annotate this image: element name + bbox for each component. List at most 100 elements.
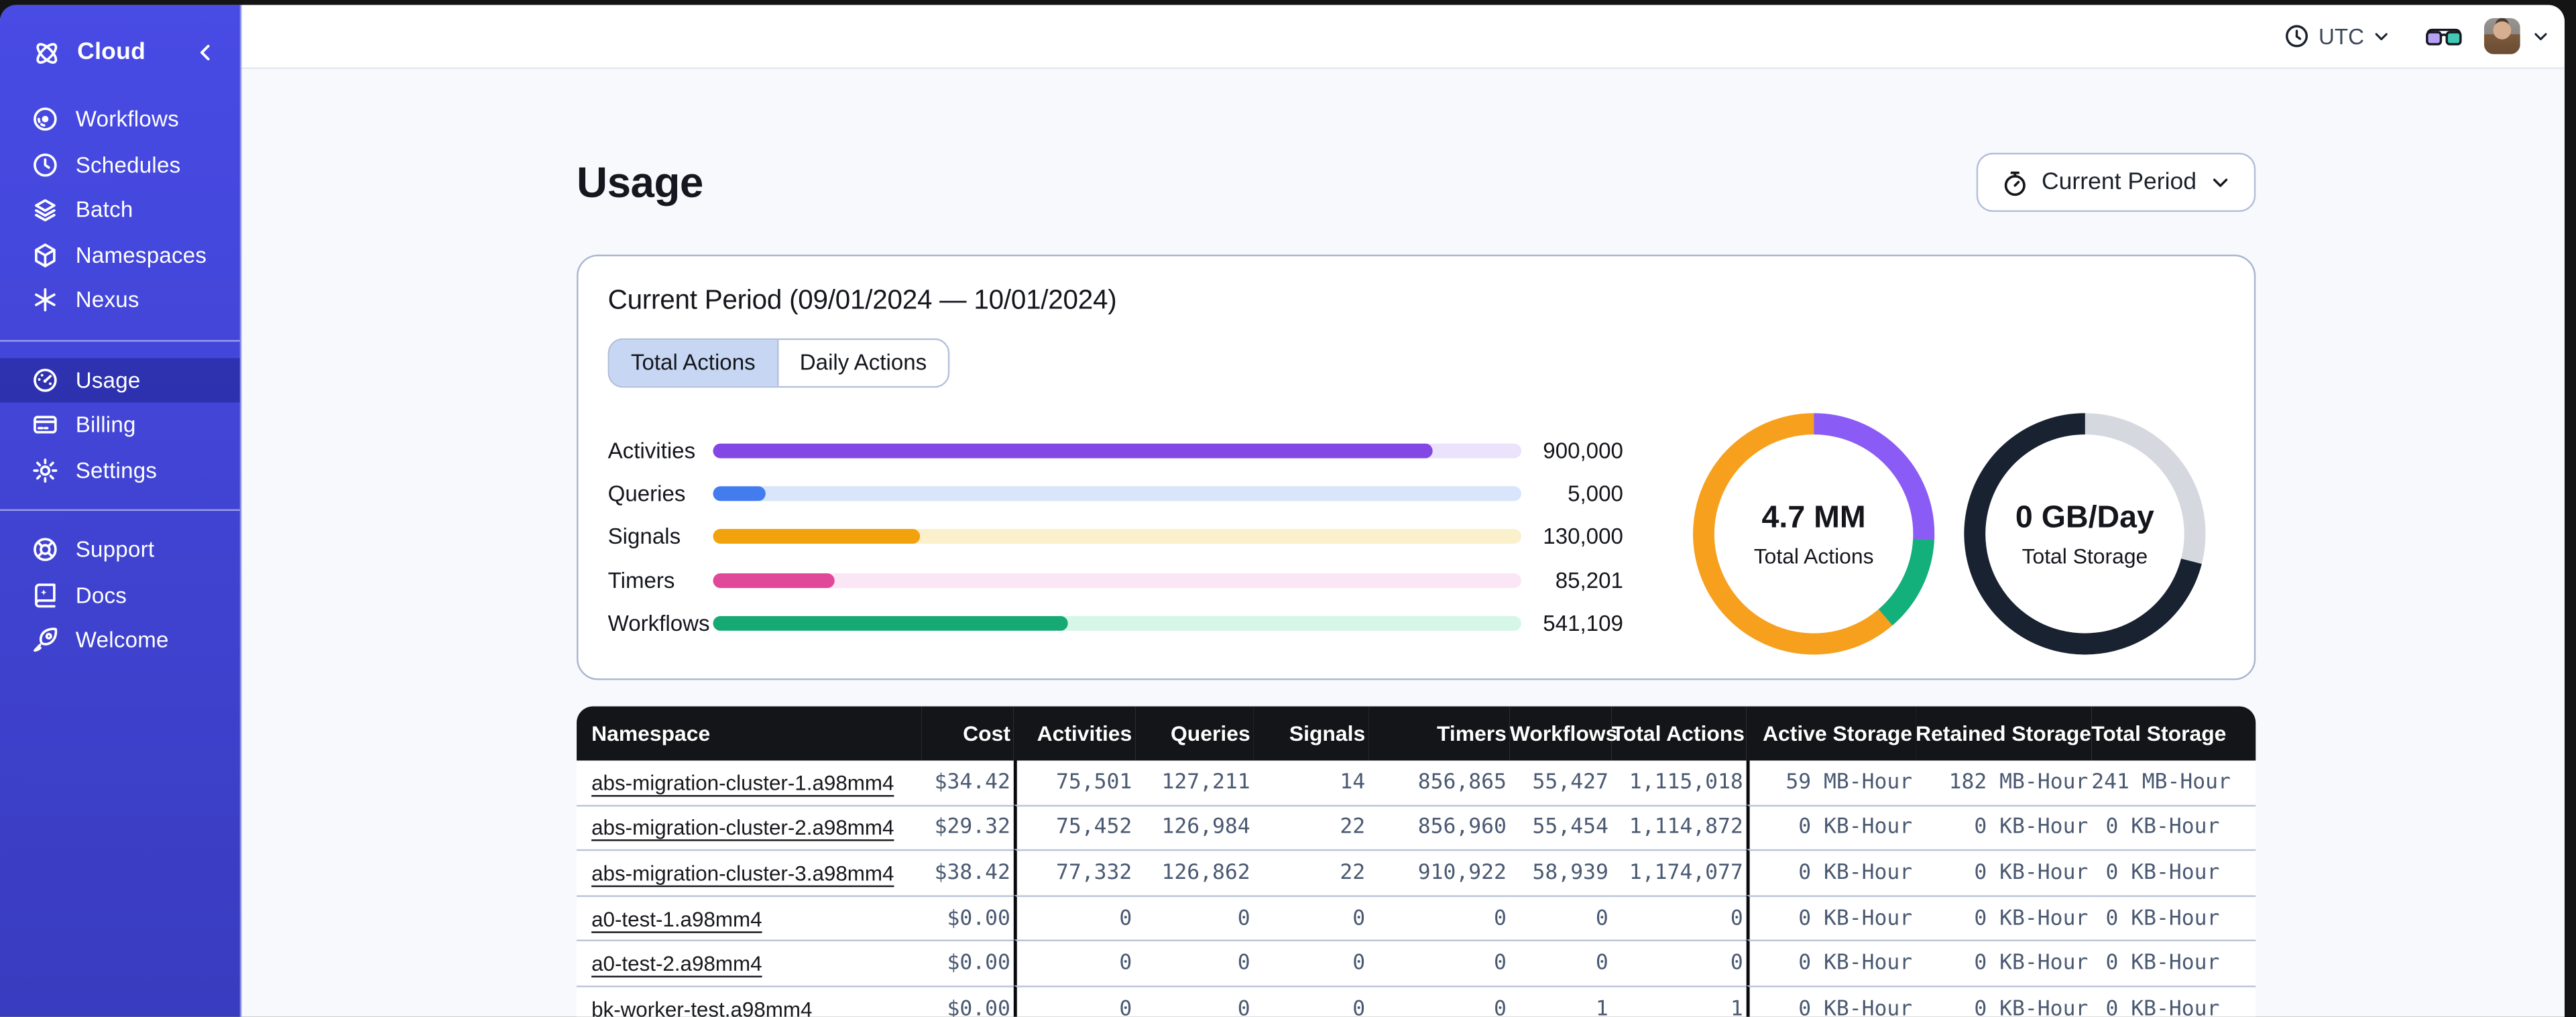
bar-label: Queries: [607, 481, 686, 506]
account-menu-chevron-down-icon[interactable]: [2532, 27, 2550, 45]
column-header-activities[interactable]: Activities: [1013, 706, 1136, 761]
column-header-active-storage[interactable]: Active Storage: [1746, 706, 1916, 761]
period-button-label: Current Period: [2041, 169, 2197, 196]
cell-total-storage: 0 KB-Hour: [2091, 985, 2256, 1017]
cell-namespace[interactable]: abs-migration-cluster-1.a98mm4: [577, 760, 922, 804]
column-header-workflows[interactable]: Workflows: [1509, 706, 1617, 761]
total-storage-value: 0 GB/Day: [2015, 500, 2154, 535]
sidebar-item-batch[interactable]: Batch: [0, 187, 240, 232]
sidebar-collapse-chevron-left-icon[interactable]: [194, 40, 220, 66]
namespace-link[interactable]: abs-migration-cluster-3.a98mm4: [591, 860, 894, 886]
sidebar-item-support[interactable]: Support: [0, 528, 240, 573]
bar-value: 85,201: [1555, 567, 1623, 593]
sidebar-item-nexus[interactable]: Nexus: [0, 278, 240, 322]
total-storage-donut-chart: 0 GB/Day Total Storage: [1963, 412, 2207, 656]
cell-total-actions: 1,114,872: [1611, 804, 1747, 850]
sidebar-item-billing[interactable]: Billing: [0, 402, 240, 447]
cell-cost: $29.32: [921, 804, 1014, 850]
cell-active-storage: 0 KB-Hour: [1746, 940, 1916, 986]
schedules-icon: [32, 151, 60, 179]
bar-label: Timers: [607, 567, 675, 593]
sidebar-item-workflows[interactable]: Workflows: [0, 97, 240, 142]
bar-track: [713, 615, 1521, 631]
sidebar-item-label: Support: [75, 537, 155, 562]
total-actions-donut-chart: 4.7 MM Total Actions: [1692, 412, 1936, 656]
cell-queries: 127,211: [1135, 760, 1254, 804]
tab-daily-actions[interactable]: Daily Actions: [778, 340, 949, 386]
bar-track: [713, 486, 1521, 501]
column-header-total-actions[interactable]: Total Actions: [1611, 706, 1747, 761]
glasses-icon[interactable]: [2425, 25, 2463, 48]
cell-retained-storage: 0 KB-Hour: [1916, 940, 2092, 986]
cell-activities: 75,452: [1013, 804, 1136, 850]
namespace-link[interactable]: a0-test-2.a98mm4: [591, 951, 762, 976]
cell-queries: 0: [1135, 940, 1254, 986]
period-select-button[interactable]: Current Period: [1975, 152, 2256, 213]
cell-timers: 910,922: [1368, 849, 1510, 895]
sidebar-item-label: Batch: [75, 197, 133, 223]
actions-bar-chart: Activities 900,000 Queries 5,000 Signals 130,…: [608, 429, 1623, 645]
cell-total-storage: 0 KB-Hour: [2091, 849, 2256, 895]
cell-namespace[interactable]: abs-migration-cluster-3.a98mm4: [577, 849, 922, 895]
cell-retained-storage: 182 MB-Hour: [1916, 760, 2092, 804]
column-header-signals[interactable]: Signals: [1253, 706, 1369, 761]
cell-total-actions: 0: [1611, 940, 1747, 986]
cell-activities: 75,501: [1013, 760, 1136, 804]
namespace-link[interactable]: a0-test-1.a98mm4: [591, 906, 762, 931]
cell-total-actions: 1: [1611, 985, 1747, 1017]
sidebar-item-label: Schedules: [75, 152, 181, 178]
column-header-cost[interactable]: Cost: [921, 706, 1014, 761]
namespace-usage-table: Namespace Cost Activities Queries Signals Tim…: [577, 706, 2256, 1017]
avatar[interactable]: [2483, 17, 2520, 54]
actions-tab-group: Total Actions Daily Actions: [607, 338, 950, 388]
column-header-namespace[interactable]: Namespace: [577, 706, 922, 761]
cell-signals: 0: [1253, 940, 1369, 986]
timezone-selector[interactable]: UTC: [2284, 23, 2391, 49]
column-header-timers[interactable]: Timers: [1368, 706, 1510, 761]
bar-track: [713, 573, 1521, 588]
namespace-link[interactable]: bk-worker-test.a98mm4: [591, 996, 813, 1017]
sidebar-item-schedules[interactable]: Schedules: [0, 142, 240, 187]
cell-namespace[interactable]: a0-test-1.a98mm4: [577, 894, 922, 941]
cell-namespace[interactable]: a0-test-2.a98mm4: [577, 940, 922, 986]
cell-active-storage: 0 KB-Hour: [1746, 985, 1916, 1017]
bar-row-signals: Signals 130,000: [608, 515, 1623, 558]
cell-cost: $0.00: [921, 894, 1014, 941]
bar-fill: [713, 486, 766, 501]
sidebar-item-docs[interactable]: Docs: [0, 573, 240, 617]
bar-fill: [713, 529, 921, 544]
cell-total-storage: 0 KB-Hour: [2091, 804, 2256, 850]
sidebar-item-welcome[interactable]: Welcome: [0, 617, 240, 662]
sidebar: Cloud Workflows Schedules Batch Namespaces N…: [0, 5, 242, 1017]
bar-fill: [713, 573, 835, 588]
cell-workflows: 55,427: [1509, 760, 1612, 804]
cell-signals: 22: [1253, 849, 1369, 895]
total-actions-label: Total Actions: [1753, 542, 1874, 568]
main-content: Usage Current Period Current Period (09/…: [239, 67, 2565, 1017]
cell-total-actions: 1,174,077: [1611, 849, 1747, 895]
sidebar-item-usage[interactable]: Usage: [0, 357, 240, 403]
cell-namespace[interactable]: abs-migration-cluster-2.a98mm4: [577, 804, 922, 850]
namespace-link[interactable]: abs-migration-cluster-2.a98mm4: [591, 815, 894, 841]
column-header-total-storage[interactable]: Total Storage: [2091, 706, 2256, 761]
sidebar-item-settings[interactable]: Settings: [0, 448, 240, 493]
table-row: bk-worker-test.a98mm4 $0.00 0 0 0 0 1 1 0 KB-Hou…: [577, 985, 2256, 1017]
namespace-link[interactable]: abs-migration-cluster-1.a98mm4: [591, 770, 894, 795]
app-window: UTC: [0, 5, 2565, 1017]
cell-queries: 126,984: [1135, 804, 1254, 850]
sidebar-item-namespaces[interactable]: Namespaces: [0, 233, 240, 278]
table-row: abs-migration-cluster-3.a98mm4 $38.42 77,3…: [577, 849, 2256, 895]
batch-icon: [32, 196, 60, 224]
billing-icon: [32, 411, 60, 439]
sidebar-item-label: Settings: [75, 458, 158, 483]
sidebar-item-label: Welcome: [75, 627, 169, 653]
cell-retained-storage: 0 KB-Hour: [1916, 894, 2092, 941]
cell-cost: $0.00: [921, 985, 1014, 1017]
cell-namespace[interactable]: bk-worker-test.a98mm4: [577, 985, 922, 1017]
support-icon: [32, 536, 60, 564]
column-header-retained-storage[interactable]: Retained Storage: [1916, 706, 2092, 761]
column-header-queries[interactable]: Queries: [1135, 706, 1254, 761]
tab-total-actions[interactable]: Total Actions: [609, 340, 778, 386]
cell-activities: 0: [1013, 894, 1136, 941]
